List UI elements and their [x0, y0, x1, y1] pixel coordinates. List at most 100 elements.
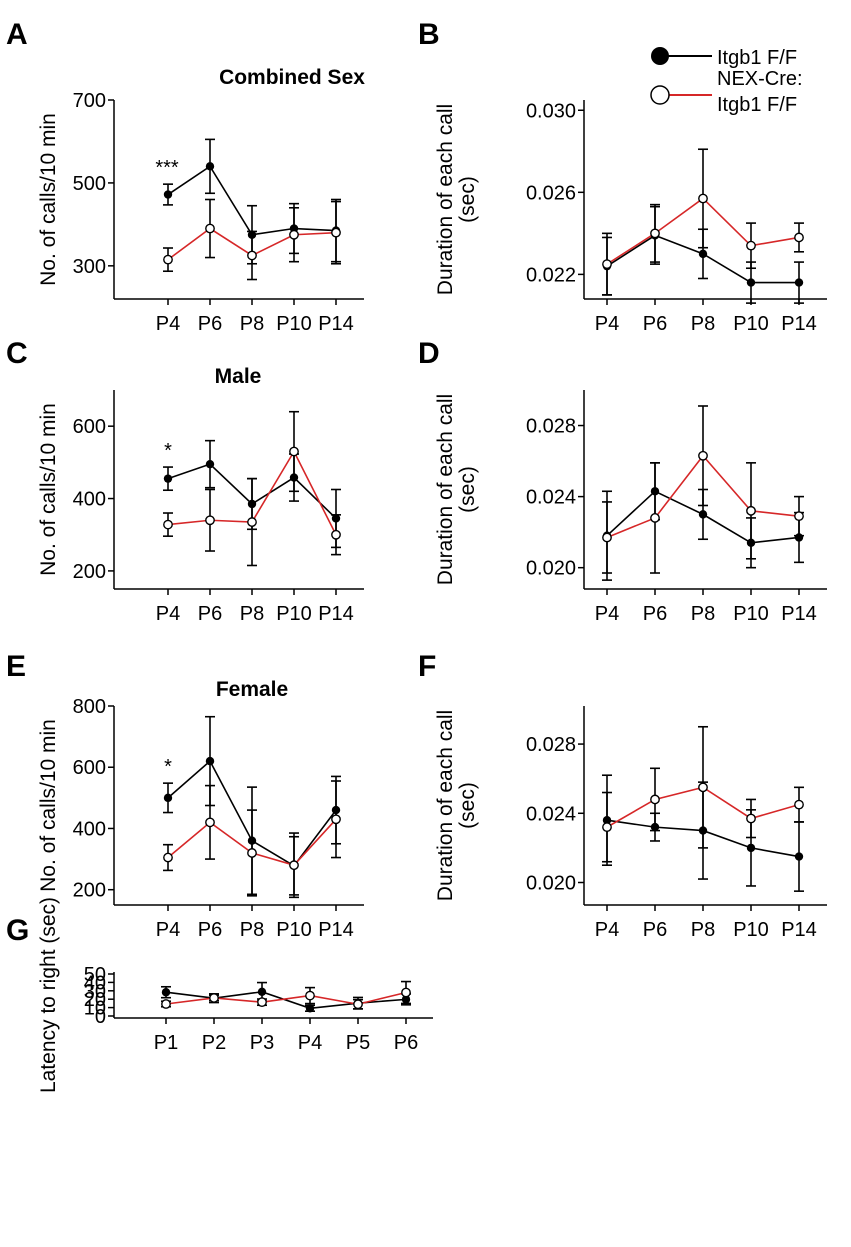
y-axis-label-e: No. of calls/10 min: [37, 719, 60, 892]
data-point-g-wt: [305, 1004, 315, 1013]
legend-label-cko: NEX-Cre:: [717, 68, 803, 90]
data-point-g-wt: [401, 995, 411, 1004]
data-point-b-cko: [794, 232, 804, 243]
data-point-b-cko: [698, 193, 708, 204]
x-tick-label-c: P6: [198, 603, 222, 625]
y-axis-label-b: Duration of each call: [434, 104, 457, 295]
y-axis-label-g: Latency to right (sec): [37, 897, 60, 1093]
x-tick-label-d: P10: [733, 603, 769, 625]
x-tick-label-a: P6: [198, 313, 222, 335]
y-tick-label-b: 0.026: [526, 182, 576, 204]
data-point-b-wt: [794, 278, 804, 287]
data-point-f-cko: [602, 822, 612, 833]
data-point-d-wt: [650, 487, 660, 496]
data-point-d-cko: [794, 511, 804, 522]
series-c-cko: [163, 410, 341, 567]
x-tick-label-d: P8: [691, 603, 715, 625]
x-tick-label-f: P10: [733, 919, 769, 941]
data-point-a-cko: [205, 223, 215, 234]
data-point-g-cko: [257, 997, 267, 1008]
legend-label-cko-line2: Itgb1 F/F: [717, 94, 797, 116]
y-tick-label-e: 400: [73, 818, 106, 840]
data-point-f-cko: [746, 813, 756, 824]
y-tick-label-g: 0: [95, 1006, 106, 1028]
data-point-g-cko: [401, 987, 411, 998]
y-axis-label2-d: (sec): [456, 466, 479, 513]
legend-marker-cko: [650, 85, 670, 105]
panel-a: A Combined Sex 300 500 700 P4 P6 P8 P10 P14 No. of…: [6, 18, 365, 335]
data-point-g-wt: [257, 987, 267, 997]
data-point-d-cko: [602, 532, 612, 543]
data-point-c-cko: [247, 517, 257, 527]
x-tick-label-a: P14: [318, 313, 354, 335]
significance-marker-a: ***: [155, 157, 179, 179]
y-axis-label-f: Duration of each call: [434, 710, 457, 901]
y-tick-label-g: 40: [84, 972, 106, 994]
data-point-e-cko: [247, 848, 257, 858]
data-point-e-cko: [331, 814, 341, 825]
panel-title-a: Combined Sex: [219, 66, 365, 89]
x-tick-label-b: P8: [691, 313, 715, 335]
y-axis-label-a: No. of calls/10 min: [37, 113, 60, 286]
series-f-cko: [602, 725, 804, 863]
data-point-d-wt: [698, 510, 708, 519]
data-point-f-cko: [650, 794, 660, 805]
data-point-a-wt: [247, 230, 257, 239]
x-tick-label-e: P10: [276, 919, 312, 941]
panel-letter-e: E: [6, 650, 26, 683]
panel-letter-c: C: [6, 337, 28, 370]
panel-letter-a: A: [6, 18, 28, 51]
x-tick-label-f: P6: [643, 919, 667, 941]
panel-b: B 0.022 0.026 0.030 P4 P6 P8 P10 P14 Duration of …: [418, 18, 827, 335]
data-point-a-wt: [205, 162, 215, 171]
data-point-c-cko: [163, 519, 173, 530]
panel-letter-f: F: [418, 650, 436, 683]
panel-letter-d: D: [418, 337, 440, 370]
x-tick-label-c: P14: [318, 603, 354, 625]
y-tick-label-d: 0.020: [526, 558, 576, 580]
y-tick-label-g: 30: [84, 981, 106, 1003]
y-tick-label-g: 50: [84, 964, 106, 986]
y-tick-label-a: 300: [73, 256, 106, 278]
x-tick-label-b: P10: [733, 313, 769, 335]
y-axis-label2-b: (sec): [456, 176, 479, 223]
data-point-e-cko: [163, 852, 173, 863]
data-point-c-cko: [331, 529, 341, 540]
data-point-b-cko: [602, 259, 612, 270]
y-tick-label-f: 0.024: [526, 803, 576, 825]
y-tick-label-c: 600: [73, 416, 106, 438]
data-point-c-wt: [289, 473, 299, 482]
data-point-f-cko: [794, 799, 804, 810]
data-point-e-wt: [163, 793, 173, 803]
series-line-g: [165, 991, 407, 1006]
x-tick-label-e: P6: [198, 919, 222, 941]
data-point-f-wt: [650, 822, 660, 832]
y-tick-label-e: 800: [73, 696, 106, 718]
data-point-d-cko: [698, 450, 708, 461]
y-axis-label-d: Duration of each call: [434, 394, 457, 585]
y-tick-label-d: 0.028: [526, 416, 576, 438]
x-tick-label-e: P14: [318, 919, 354, 941]
x-tick-label-a: P8: [240, 313, 264, 335]
panel-c: C Male 200 400 600 P4 P6 P8 P10 P14 No. of calls/1…: [6, 337, 364, 625]
data-point-b-wt: [698, 249, 708, 259]
data-point-c-wt: [247, 499, 257, 509]
legend-label-wt: Itgb1 F/F: [717, 47, 797, 69]
data-point-g-wt: [161, 988, 171, 997]
data-point-e-wt: [331, 805, 341, 815]
data-point-a-cko: [163, 254, 173, 265]
x-tick-label-c: P4: [156, 603, 180, 625]
y-tick-label-c: 400: [73, 489, 106, 511]
x-tick-label-g: P4: [298, 1032, 322, 1054]
x-tick-label-a: P4: [156, 313, 180, 335]
data-point-g-cko: [161, 999, 171, 1009]
series-d-cko: [602, 405, 804, 574]
y-tick-label-e: 200: [73, 880, 106, 902]
legend: Itgb1 F/F NEX-Cre: Itgb1 F/F: [650, 47, 803, 116]
x-tick-label-a: P10: [276, 313, 312, 335]
x-tick-label-e: P4: [156, 919, 180, 941]
x-tick-label-b: P6: [643, 313, 667, 335]
panel-title-e: Female: [216, 678, 288, 701]
x-tick-label-f: P14: [781, 919, 817, 941]
x-tick-label-d: P4: [595, 603, 619, 625]
